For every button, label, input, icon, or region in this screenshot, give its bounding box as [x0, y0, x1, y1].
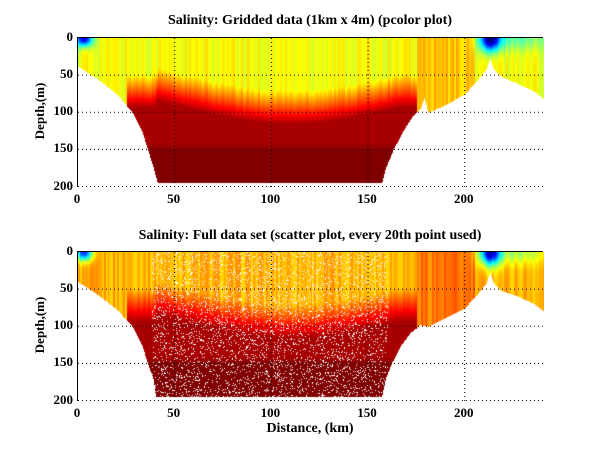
y-tick-label: 0 — [66, 243, 74, 258]
x-tick-label: 100 — [260, 191, 281, 206]
x-tick-label: 100 — [260, 405, 281, 420]
chart-2-title: Salinity: Full data set (scatter plot, e… — [138, 228, 482, 243]
chart-1-ylabel: Depth,(m) — [32, 82, 47, 140]
y-tick-label: 50 — [60, 280, 73, 296]
y-tick-label: 0 — [66, 29, 74, 44]
chart-1-grid — [78, 38, 544, 188]
x-tick-label: 0 — [73, 405, 81, 420]
y-tick-label: 100 — [53, 103, 74, 119]
y-tick-label: 200 — [53, 391, 74, 407]
chart-2-xlabel: Distance, (km) — [266, 421, 354, 436]
y-tick-label: 150 — [53, 140, 74, 156]
x-tick-label: 200 — [453, 191, 474, 206]
y-tick-label: 150 — [53, 354, 74, 370]
x-tick-label: 50 — [167, 191, 181, 206]
x-tick-label: 200 — [453, 405, 474, 420]
y-tick-label: 100 — [53, 317, 74, 333]
x-tick-label: 150 — [357, 405, 377, 420]
chart-1-title: Salinity: Gridded data (1km x 4m) (pcolo… — [167, 13, 453, 28]
chart-2-field — [78, 252, 544, 402]
y-tick-label: 50 — [60, 66, 73, 82]
chart-1-field — [78, 38, 544, 188]
chart-1-axes — [77, 37, 544, 188]
x-tick-label: 150 — [357, 191, 377, 206]
x-tick-label: 0 — [73, 191, 81, 206]
chart-2-axes — [77, 251, 544, 402]
chart-2-ylabel: Depth,(m) — [32, 296, 47, 354]
x-tick-label: 50 — [167, 405, 181, 420]
y-tick-label: 200 — [53, 177, 74, 193]
chart-2-grid — [78, 252, 544, 402]
